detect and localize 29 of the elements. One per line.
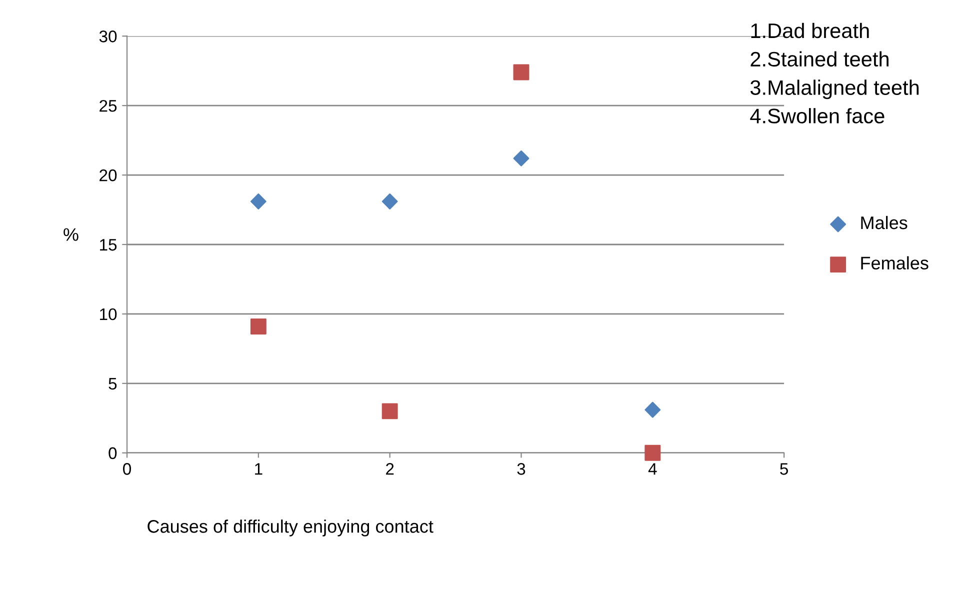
point [513,150,530,166]
annotation: 1.Dad breath [751,22,869,38]
y-axis-title: % [64,228,78,241]
x-tick-label: 5 [780,463,788,475]
x-tick-label: 3 [517,463,526,475]
point [644,444,661,461]
x-axis-title: Causes of difficulty enjoying contact [148,520,434,536]
annotation: 3.Malaligned teeth [750,80,919,100]
x-tick-label: 0 [123,463,131,475]
y-tick-label: 20 [100,169,117,182]
y-tick-label: 25 [100,100,117,112]
annotation: 2.Stained teeth [750,51,888,67]
point [382,403,398,420]
annotation: 4.Swollen face [750,108,884,124]
point [382,193,398,210]
point [513,64,530,80]
y-tick-label: 0 [108,447,117,460]
y-tick-label: 5 [108,378,117,390]
point [250,318,266,334]
x-tick-label: 2 [386,463,394,475]
y-tick-label: 15 [100,239,117,251]
y-tick-label: 10 [100,308,117,320]
x-tick-label: 1 [255,463,262,475]
x-tick-label: 4 [648,463,657,475]
y-tick-label: 30 [99,30,117,42]
point [250,193,266,210]
legend-label: Females [861,256,928,270]
point [644,402,661,418]
legend-label: Males [861,216,908,230]
